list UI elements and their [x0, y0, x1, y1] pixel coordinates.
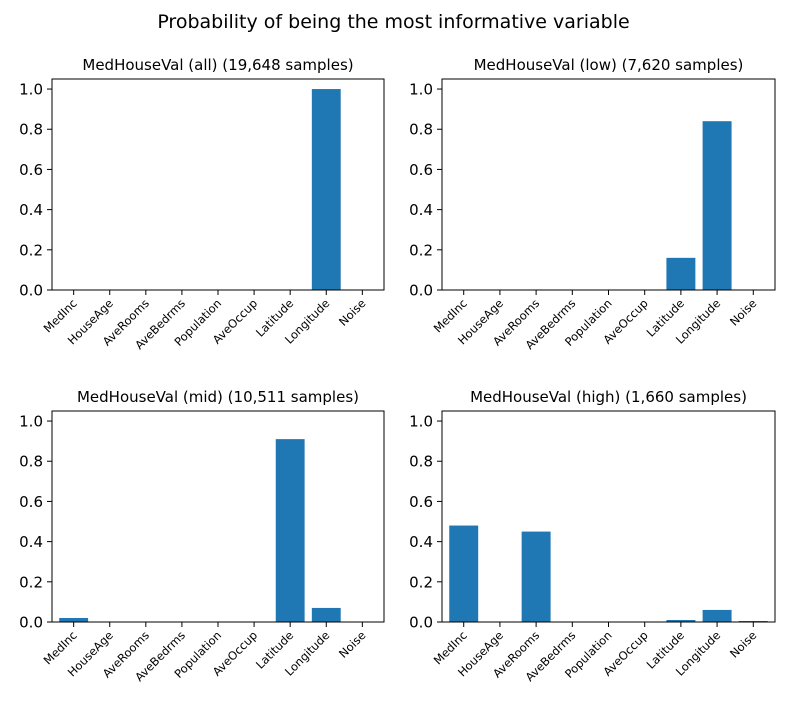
bar-medinc: [59, 617, 89, 622]
y-tick-label: 0.6: [409, 161, 433, 179]
x-tick-label: Noise: [336, 296, 368, 328]
y-tick-label: 0.0: [19, 282, 43, 300]
bar-latitude: [666, 257, 696, 290]
bar-medinc: [449, 525, 479, 622]
figure-title: Probability of being the most informativ…: [157, 11, 629, 33]
bar-longitude: [702, 609, 732, 622]
y-tick-label: 0.8: [409, 121, 433, 139]
y-tick-label: 0.8: [409, 453, 433, 471]
y-tick-label: 0.6: [409, 493, 433, 511]
bar-longitude: [311, 89, 341, 290]
x-tick-label: Noise: [727, 628, 759, 660]
subplot-1: MedHouseVal (all) (19,648 samples) 0.0 0.2…: [19, 56, 385, 352]
bar-averooms: [521, 531, 551, 622]
y-tick-label: 0.8: [19, 121, 43, 139]
bar-latitude: [275, 439, 305, 622]
y-tick-label: 0.0: [409, 282, 433, 300]
y-tick-label: 0.4: [409, 533, 433, 551]
plot-frame: [441, 410, 776, 623]
y-tick-label: 0.6: [19, 161, 43, 179]
y-tick-label: 0.2: [19, 241, 43, 259]
y-tick-label: 0.8: [19, 453, 43, 471]
subplot-title: MedHouseVal (low) (7,620 samples): [474, 56, 744, 74]
subplot-3: MedHouseVal (mid) (10,511 samples) 0.0 0.2…: [19, 388, 385, 684]
subplot-title: MedHouseVal (high) (1,660 samples): [470, 388, 747, 406]
subplot-4: MedHouseVal (high) (1,660 samples) 0.0 0.2…: [409, 388, 776, 684]
bar-longitude: [702, 121, 732, 290]
x-tick-label: Noise: [336, 628, 368, 660]
y-tick-label: 0.4: [409, 201, 433, 219]
y-tick-label: 0.0: [19, 614, 43, 632]
bar-latitude: [666, 619, 696, 622]
subplot-2: MedHouseVal (low) (7,620 samples) 0.0 0.2 0…: [409, 56, 776, 352]
y-tick-label: 0.2: [409, 241, 433, 259]
y-tick-label: 0.4: [19, 201, 43, 219]
x-tick-label: Noise: [727, 296, 759, 328]
y-tick-label: 0.0: [409, 614, 433, 632]
y-tick-label: 0.4: [19, 533, 43, 551]
y-tick-label: 1.0: [409, 413, 433, 431]
subplot-title: MedHouseVal (mid) (10,511 samples): [77, 388, 359, 406]
subplot-title: MedHouseVal (all) (19,648 samples): [82, 56, 353, 74]
y-tick-label: 1.0: [19, 81, 43, 99]
y-tick-label: 1.0: [19, 413, 43, 431]
y-tick-label: 0.2: [409, 573, 433, 591]
subplot-grid: MedHouseVal (all) (19,648 samples) 0.0 0.2…: [19, 56, 776, 684]
bar-longitude: [311, 607, 341, 622]
y-tick-label: 0.2: [19, 573, 43, 591]
y-tick-label: 0.6: [19, 493, 43, 511]
plot-frame: [51, 410, 385, 623]
y-tick-label: 1.0: [409, 81, 433, 99]
